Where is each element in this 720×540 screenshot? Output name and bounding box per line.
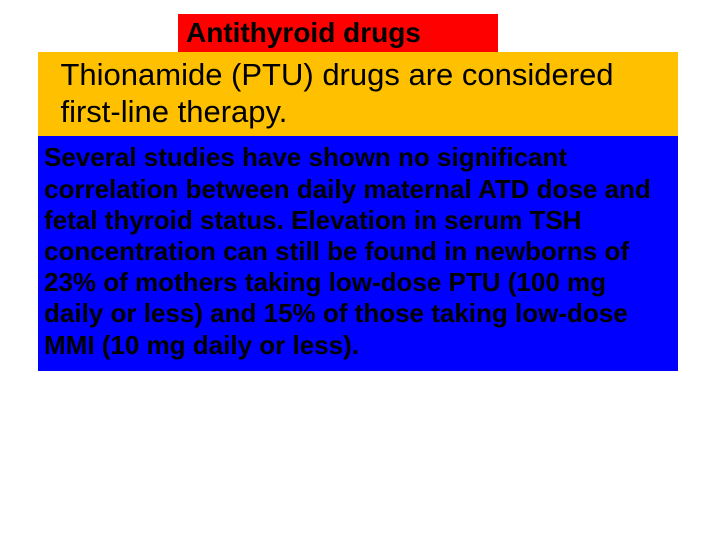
subtitle-box: ■ Thionamide (PTU) drugs are considered … [38,52,678,136]
slide-body: Several studies have shown no significan… [44,142,651,359]
bullet-icon: ■ [46,66,54,82]
body-box: Several studies have shown no significan… [38,136,678,370]
slide-content: Antithyroid drugs ■ Thionamide (PTU) dru… [38,14,682,371]
slide-subtitle: Thionamide (PTU) drugs are considered fi… [60,56,672,130]
title-box: Antithyroid drugs [178,14,498,52]
subtitle-row: ■ Thionamide (PTU) drugs are considered … [46,56,672,130]
slide-title: Antithyroid drugs [186,17,421,48]
